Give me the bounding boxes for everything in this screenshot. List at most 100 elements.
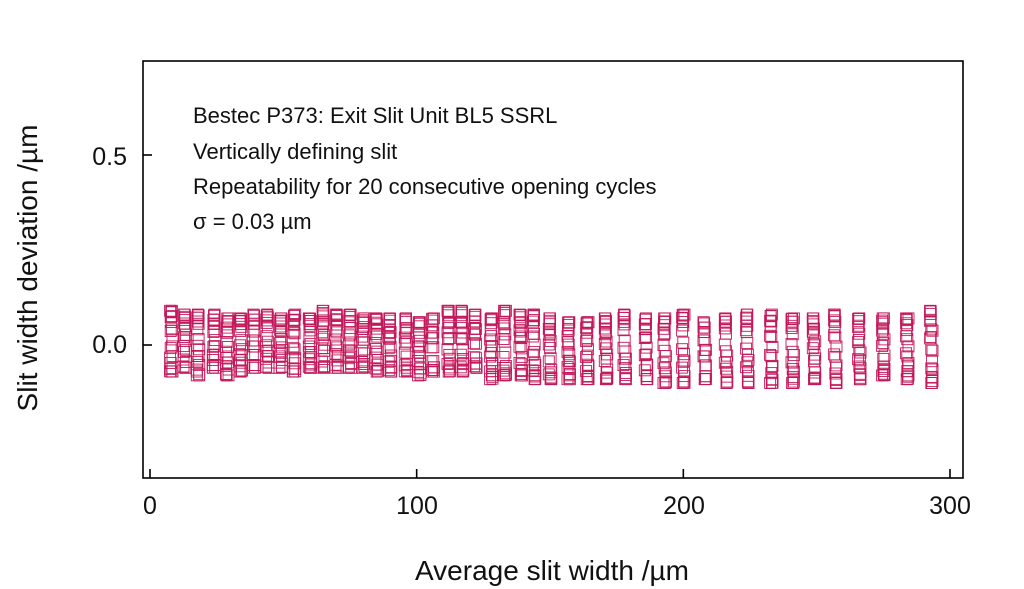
data-point [526,330,539,343]
data-point [526,348,539,361]
data-point [331,314,344,327]
data-point [926,375,939,388]
data-point [178,331,191,343]
data-point [443,361,456,374]
data-point [166,333,179,346]
measurement-stack [924,304,939,389]
data-point [260,345,273,358]
data-point [808,322,820,335]
data-point [344,311,356,324]
data-point [528,308,540,321]
data-point [720,356,733,369]
measurement-stack [542,312,558,386]
data-point [852,315,865,328]
data-point [677,309,690,322]
data-point [357,321,370,334]
data-point [543,328,556,341]
data-point [370,343,383,355]
measurement-stack [718,312,734,389]
data-point [484,340,497,353]
data-point [563,348,576,361]
data-point [356,361,369,374]
data-point [526,364,539,377]
data-point [740,315,753,328]
data-point [829,315,842,328]
data-point [179,310,192,323]
data-point [740,311,753,324]
data-point [698,317,711,330]
data-point [179,343,192,356]
data-point [806,312,819,325]
data-point [514,330,527,343]
data-point [371,318,384,331]
data-point [900,330,913,343]
data-point [206,361,219,374]
data-point [638,349,651,362]
data-point [581,333,594,346]
data-point [220,352,233,364]
measurement-stack [806,312,822,386]
data-point [443,357,456,370]
data-point [741,356,754,369]
data-point [787,370,800,383]
data-point [385,361,398,374]
data-point [498,305,511,318]
data-point [699,344,712,356]
data-point [699,370,712,383]
data-point [678,354,691,367]
data-point [900,317,913,330]
data-point [698,373,711,386]
data-point [528,369,541,382]
data-point [582,372,595,385]
data-point [469,351,482,364]
data-point [924,314,937,327]
data-point [699,373,712,385]
data-point [382,341,395,354]
data-point [371,345,384,358]
measurement-stack [412,316,427,382]
data-point [191,339,204,352]
data-point [234,318,247,331]
data-point [303,332,316,345]
data-point [528,345,540,358]
data-point [765,315,778,328]
data-point [740,308,753,321]
data-point [179,320,192,333]
measurement-stack [484,312,499,386]
data-point [514,317,527,330]
data-point [806,342,819,355]
data-point [274,325,287,337]
data-point [456,305,468,318]
data-point [497,333,510,345]
data-point [425,364,438,377]
data-point [497,364,510,377]
data-point [658,312,671,325]
data-point [699,370,712,383]
data-point [719,315,732,328]
data-point [513,356,526,369]
data-point [274,317,287,330]
data-point [209,334,222,347]
data-point [924,332,937,345]
data-point [765,367,778,380]
data-point [787,375,800,388]
data-point [220,368,233,381]
data-point [190,350,203,362]
data-point [248,313,261,326]
measurement-stack [190,308,206,382]
data-point [853,344,866,357]
data-point [852,312,865,325]
data-point [766,376,779,389]
data-point [342,360,355,373]
data-point [329,361,342,374]
data-point [528,356,541,369]
data-point [545,371,558,384]
data-point [545,372,558,385]
data-point [698,321,711,334]
measurement-stack [441,304,456,378]
data-point [527,320,540,333]
data-point [426,319,439,332]
data-point [177,360,190,373]
data-point [371,358,384,371]
data-point [542,338,555,351]
